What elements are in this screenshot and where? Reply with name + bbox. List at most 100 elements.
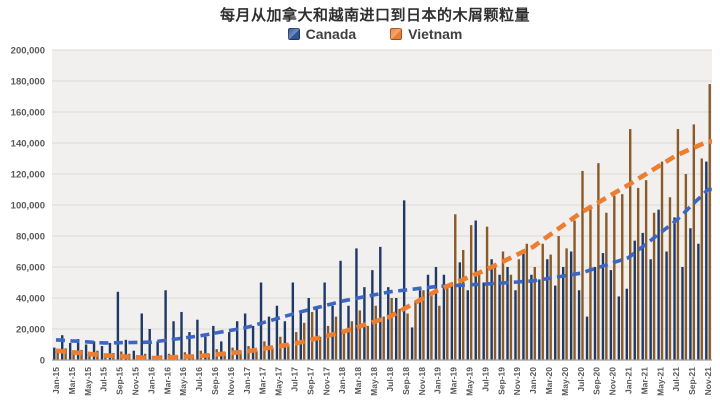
bar-canada-Sep-15 <box>116 291 120 360</box>
x-axis-tick-label: Jul-19 <box>480 367 490 392</box>
bar-canada-Apr-17 <box>267 316 271 360</box>
bar-vietnam-Jan-21 <box>629 129 632 360</box>
bar-vietnam-Aug-20 <box>589 206 592 360</box>
x-axis-tick-label: Jan-18 <box>337 367 347 394</box>
bar-canada-Aug-15 <box>108 342 112 360</box>
bar-canada-Mar-16 <box>164 290 167 360</box>
bar-canada-Sep-18 <box>402 200 406 360</box>
bar-canada-Sep-19 <box>498 274 501 360</box>
bar-vietnam-Dec-18 <box>430 294 433 360</box>
bar-vietnam-Nov-18 <box>422 290 425 360</box>
bar-vietnam-Mar-15 <box>72 352 75 360</box>
bar-vietnam-Sep-17 <box>310 311 314 360</box>
x-axis-tick-label: Nov-17 <box>321 367 331 396</box>
bar-vietnam-Jul-21 <box>676 129 680 360</box>
x-axis-tick-label: Mar-15 <box>67 367 77 395</box>
bar-canada-Jul-20 <box>577 290 581 360</box>
bar-vietnam-Sep-20 <box>597 163 600 360</box>
x-axis-tick-label: Jan-19 <box>433 367 443 394</box>
bar-canada-Jan-21 <box>625 288 629 360</box>
bar-vietnam-Jun-19 <box>477 274 481 360</box>
bar-vietnam-Oct-17 <box>318 336 322 360</box>
bar-canada-May-21 <box>657 209 660 360</box>
bar-canada-Nov-15 <box>132 350 135 360</box>
chart-title: 每月从加拿大和越南进口到日本的木屑颗粒量 <box>219 7 530 24</box>
bar-canada-Oct-17 <box>315 308 318 360</box>
bar-canada-Jul-16 <box>196 319 199 360</box>
bar-canada-Jun-17 <box>283 321 287 360</box>
bar-vietnam-Sep-18 <box>406 313 409 360</box>
bar-vietnam-Apr-19 <box>462 249 465 360</box>
y-axis-tick-label: 0 <box>40 356 45 367</box>
bar-canada-Apr-19 <box>458 262 462 360</box>
bar-canada-Aug-20 <box>585 316 589 360</box>
bar-vietnam-Apr-20 <box>557 236 560 360</box>
bar-vietnam-Apr-18 <box>366 325 369 360</box>
bar-vietnam-Dec-19 <box>525 243 529 360</box>
y-axis-tick-label: 120,000 <box>11 170 45 181</box>
bar-vietnam-Jan-15 <box>56 350 59 360</box>
bar-vietnam-Jul-19 <box>485 226 489 360</box>
bar-vietnam-Jul-17 <box>295 332 298 360</box>
x-axis-tick-label: Nov-20 <box>608 367 618 396</box>
bar-canada-Feb-19 <box>442 274 446 360</box>
x-axis-tick-label: Mar-20 <box>544 367 554 395</box>
bar-canada-Oct-15 <box>124 339 128 360</box>
bar-canada-Dec-18 <box>426 274 430 360</box>
legend-item-canada: Canada <box>287 26 356 42</box>
bar-vietnam-Jun-21 <box>668 197 672 360</box>
bar-vietnam-Dec-17 <box>334 316 338 360</box>
x-axis-tick-label: Nov-18 <box>417 367 427 396</box>
bar-canada-Feb-17 <box>251 325 255 360</box>
bar-canada-Apr-15 <box>76 339 80 360</box>
y-axis-tick-label: 200,000 <box>11 46 45 57</box>
bar-canada-Mar-20 <box>546 259 549 360</box>
bar-canada-Aug-16 <box>204 336 207 360</box>
bar-canada-May-16 <box>180 311 183 360</box>
bar-canada-Feb-15 <box>61 335 64 360</box>
bar-vietnam-Mar-18 <box>358 310 362 360</box>
bar-vietnam-Oct-21 <box>700 158 703 360</box>
bar-vietnam-Apr-21 <box>652 212 656 360</box>
bar-vietnam-Apr-17 <box>271 347 274 360</box>
bar-canada-Jun-19 <box>474 220 477 360</box>
bar-canada-Jul-15 <box>100 346 104 360</box>
bar-canada-May-17 <box>275 305 279 360</box>
x-axis-tick-label: Jan-17 <box>242 367 252 394</box>
bar-vietnam-Nov-20 <box>613 195 616 360</box>
bar-canada-Jan-17 <box>243 313 247 360</box>
bar-vietnam-Feb-21 <box>636 187 640 360</box>
bar-canada-Jun-18 <box>379 246 382 360</box>
bar-canada-Nov-19 <box>514 290 517 360</box>
bar-vietnam-Jan-18 <box>342 332 346 360</box>
legend-label: Vietnam <box>408 26 463 42</box>
bar-vietnam-Feb-19 <box>446 285 449 360</box>
y-axis-tick-label: 160,000 <box>11 108 45 119</box>
x-axis-tick-label: May-18 <box>369 367 379 396</box>
x-axis-tick-label: Jan-16 <box>146 367 156 394</box>
x-axis-tick-label: Mar-18 <box>353 367 363 395</box>
y-axis-tick-label: 80,000 <box>16 232 45 243</box>
x-axis-tick-label: Jan-21 <box>624 367 634 394</box>
bar-canada-Sep-16 <box>212 325 215 360</box>
bar-canada-Jul-19 <box>482 282 485 360</box>
bar-canada-Jan-19 <box>434 267 438 360</box>
bar-vietnam-Oct-19 <box>509 274 513 360</box>
y-axis-tick-label: 20,000 <box>16 325 45 336</box>
x-axis-tick-label: Jul-21 <box>671 367 681 392</box>
bar-vietnam-Jun-18 <box>382 316 385 360</box>
bar-canada-Mar-19 <box>450 282 454 360</box>
bar-vietnam-Jun-17 <box>287 344 290 360</box>
y-axis-tick-label: 60,000 <box>16 263 45 274</box>
bar-canada-Aug-18 <box>395 298 398 360</box>
x-axis-tick-label: Jul-15 <box>99 367 109 392</box>
bar-canada-Feb-21 <box>633 240 636 360</box>
bar-canada-Jan-15 <box>53 347 56 360</box>
bar-canada-Mar-15 <box>68 342 72 360</box>
bar-canada-Sep-17 <box>307 298 310 360</box>
bar-canada-Aug-19 <box>490 259 493 360</box>
x-axis-tick-label: Sep-21 <box>687 367 697 395</box>
bar-canada-May-18 <box>371 270 374 360</box>
bar-vietnam-May-18 <box>374 305 377 360</box>
x-axis-tick-label: May-21 <box>655 367 665 396</box>
